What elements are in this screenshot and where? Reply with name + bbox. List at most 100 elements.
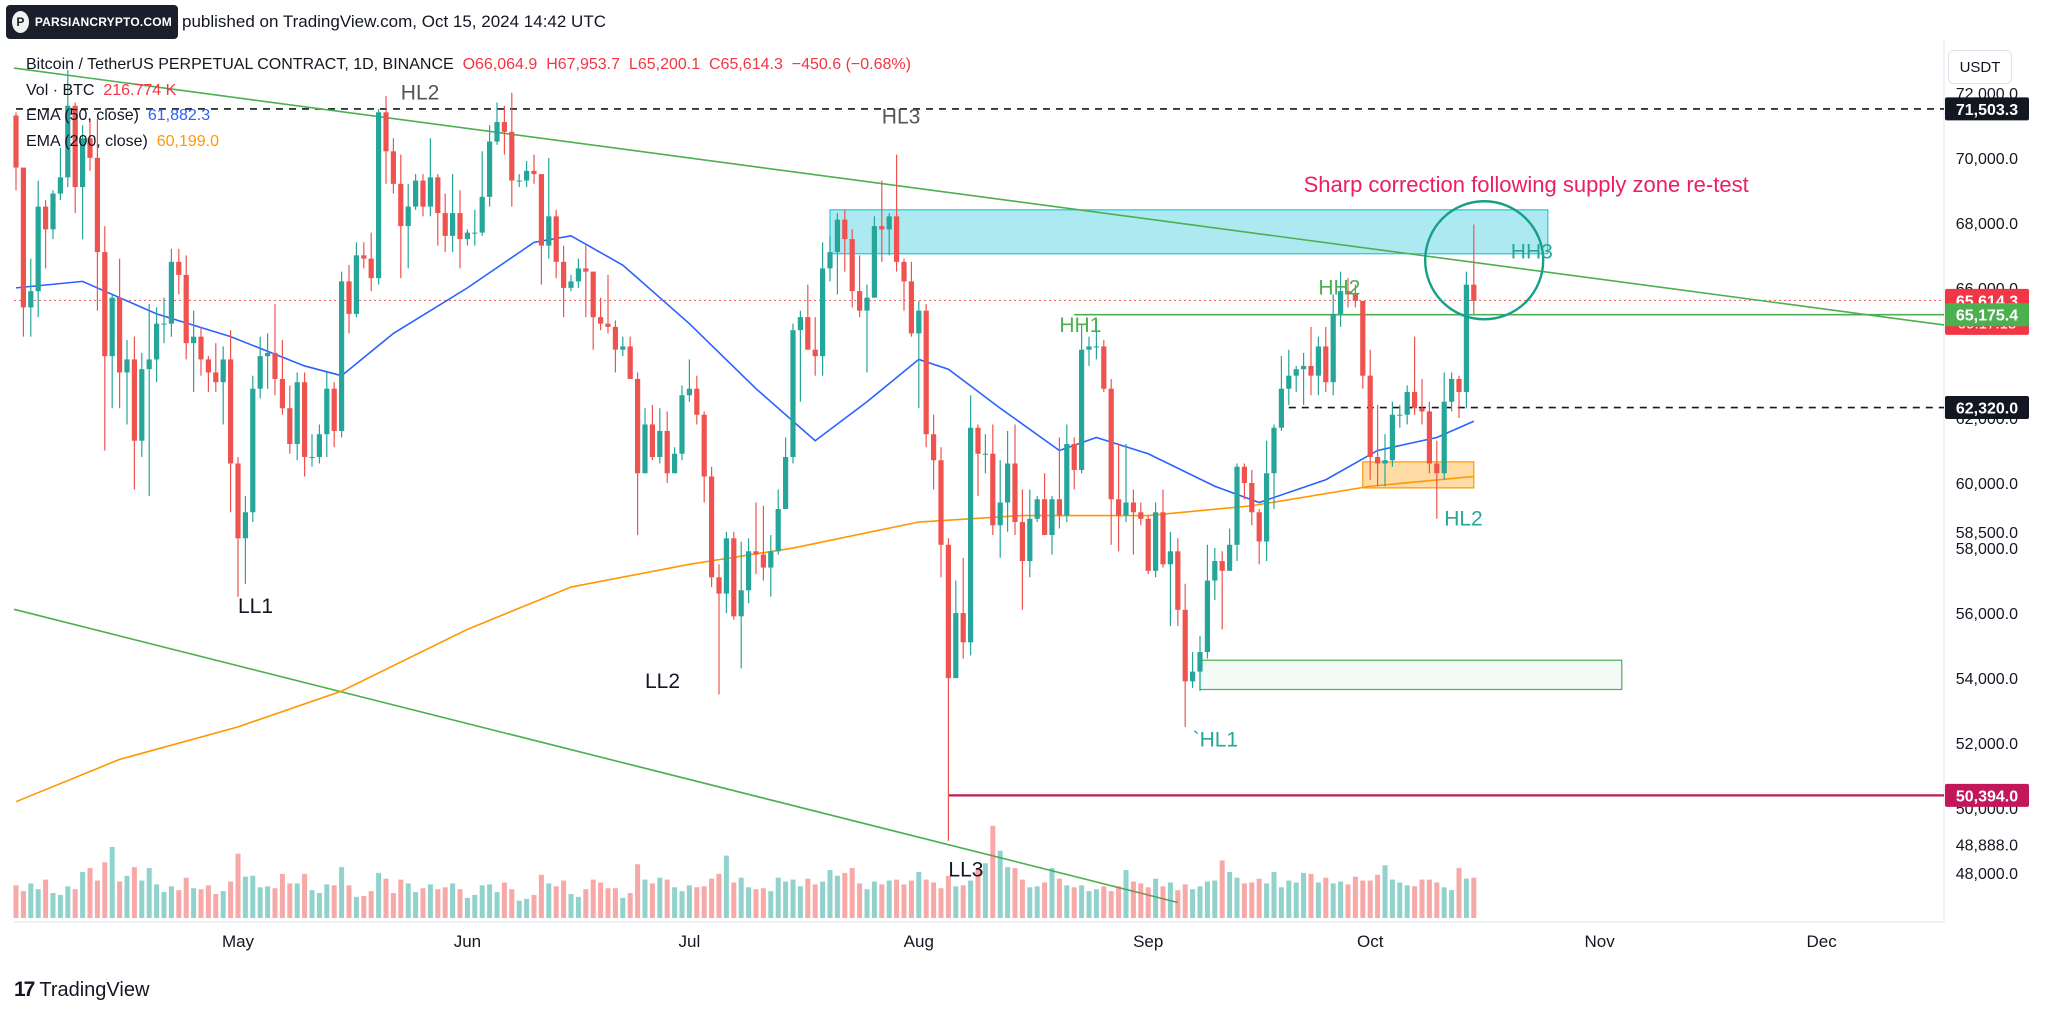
volume-bar [997,850,1003,918]
candle-body [864,297,870,311]
volume-bar [57,894,63,918]
annotation-sharpcorrectionfollowingsupplyzoneretest: Sharp correction following supply zone r… [1304,172,1749,197]
candle-body [686,388,692,396]
candle-body [1190,671,1196,682]
volume-bar [368,891,374,918]
volume-bar [457,889,463,918]
candle-body [1123,502,1129,516]
price-tick-label: 68,000.0 [1956,216,2018,233]
candle-body [250,388,256,513]
volume-bar [1301,872,1307,918]
volume-bar [879,884,885,918]
candle-body [635,378,641,474]
price-tags: 71,503.365,614.309:17:1865,175.462,320.0… [1945,97,2029,807]
annotation-hl3: HL3 [882,106,921,129]
candle-body [1093,346,1099,348]
volume-bar [716,873,722,918]
volume-bar [620,897,626,918]
volume-bar [80,871,86,918]
volume-bar [154,884,160,918]
candle-body [339,281,345,431]
volume-bar [635,864,641,918]
volume-bar [235,853,241,918]
demand-zone-1 [1199,659,1623,691]
symbol-row[interactable]: Bitcoin / TetherUS PERPETUAL CONTRACT, 1… [26,52,911,78]
candle-body [472,232,478,234]
volume-bar [1019,879,1025,918]
volume-bar [72,889,78,918]
ema-lines [15,235,1475,803]
candle-body [43,206,49,230]
volume-bar [398,879,404,918]
candle-body [398,183,404,227]
volume-bar [294,883,300,918]
ema50-legend-row[interactable]: EMA (50, close) 61,882.3 [26,103,911,129]
candle-body [1056,499,1062,516]
volume-bar [738,877,744,918]
publisher-logo[interactable]: P PARSIANCRYPTO.COM [6,5,178,39]
candle-body [191,336,197,344]
volume-legend-row[interactable]: Vol · BTC 216.774 K [26,78,911,104]
candle-body [1389,414,1395,461]
candle-body [1219,561,1225,571]
annotations[interactable]: HL2 HL3 LL1 LL2 LL3 HH1 HH2 HH3 `HL1 HL2 Sharp cor… [238,81,1749,881]
candle-body [1397,414,1403,416]
chart-grid [14,40,1945,923]
volume-bar [553,886,559,918]
volume-bar [1308,873,1314,918]
tradingview-brand[interactable]: 17 TradingView [14,978,149,1002]
volume-bar [487,884,493,918]
zone-drawings[interactable] [829,209,1623,691]
candle-body [886,216,892,230]
candle-body [894,216,900,262]
volume-bar [1212,880,1218,918]
volume-bar [894,879,900,918]
volume-bar [1397,882,1403,918]
annotation-hh1: HH1 [1059,314,1101,337]
volume-bar [1271,871,1277,918]
volume-bar [1108,891,1114,918]
candle-body [294,382,300,444]
line-drawings[interactable] [13,67,1945,904]
candle-body [265,352,271,357]
volume-bar [760,888,766,918]
candle-body [20,167,26,308]
symbol-title: Bitcoin / TetherUS PERPETUAL CONTRACT, 1… [26,56,454,73]
volume-bar [1204,881,1210,918]
price-axis[interactable]: 72,000.070,000.068,000.066,000.062,000.0… [1956,86,2018,883]
price-tick-label: 52,000.0 [1956,736,2018,753]
time-axis[interactable]: May Jun Jul Aug Sep Oct Nov Dec [222,932,1837,951]
candle-body [760,554,766,568]
candle-body [213,372,219,383]
volume-bar [109,846,115,918]
candle-body [657,430,663,457]
volume-bar [686,885,692,918]
candle-body [538,174,544,246]
price-tick-label: 54,000.0 [1956,671,2018,688]
volume-bar [1160,886,1166,918]
volume-bar [176,890,182,918]
ema200-legend-row[interactable]: EMA (200, close) 60,199.0 [26,129,911,155]
annotation-hh2: HH2 [1318,276,1360,299]
price-tick-label: 58,500.0 [1956,525,2018,542]
volume-bar [546,883,552,918]
candle-body [1419,408,1425,412]
candle-body [982,453,988,455]
volume-bar [849,868,855,918]
candle-body [494,122,500,142]
candle-body [768,551,774,568]
candle-body [1293,369,1299,376]
volume-bar [886,880,892,918]
supply-zone-0 [829,209,1549,255]
candle-body [938,460,944,545]
close-value: C65,614.3 [709,56,783,73]
volume-bar [361,895,367,918]
candle-body [368,258,374,279]
currency-button[interactable]: USDT [1948,50,2012,84]
volume-bar [1323,877,1329,918]
volume-bar [1138,883,1144,918]
volume-bar [1153,878,1159,918]
volume-bar [1338,881,1344,918]
volume-bar [908,880,914,918]
